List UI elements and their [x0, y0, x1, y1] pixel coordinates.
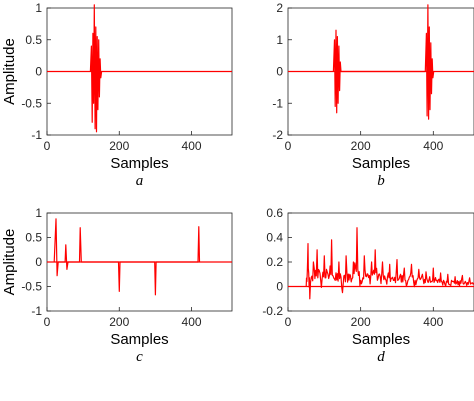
y-tick-label: -0.5 [21, 96, 42, 110]
y-tick-label: 0 [276, 280, 283, 294]
y-axis-label: Amplitude [1, 229, 18, 296]
y-tick-label: -2 [272, 128, 283, 142]
y-tick-label: 1 [276, 33, 283, 47]
panel-caption: a [136, 173, 144, 189]
panel-caption: c [136, 349, 143, 365]
x-tick-label: 0 [44, 315, 51, 329]
x-axis-label: Samples [110, 331, 168, 348]
y-tick-label: -1 [272, 96, 283, 110]
x-tick-label: 400 [423, 315, 443, 329]
axes-box [287, 212, 474, 312]
y-tick-label: 1 [35, 206, 42, 220]
x-axis-label: Samples [352, 331, 410, 348]
x-tick-label: 0 [285, 315, 292, 329]
y-tick-label: 0 [35, 255, 42, 269]
x-tick-label: 200 [109, 139, 129, 153]
y-tick-label: -0.2 [262, 304, 283, 318]
y-tick-label: 0 [276, 65, 283, 79]
x-tick-label: 400 [182, 139, 202, 153]
y-tick-label: 0.4 [266, 231, 283, 245]
x-tick-label: 200 [351, 139, 371, 153]
x-tick-label: 0 [285, 139, 292, 153]
panel-caption: b [377, 173, 385, 189]
y-tick-label: 0 [35, 65, 42, 79]
x-tick-label: 0 [44, 139, 51, 153]
y-tick-label: 1 [35, 1, 42, 15]
y-tick-label: -1 [31, 304, 42, 318]
y-tick-label: 2 [276, 1, 283, 15]
y-tick-label: 0.5 [25, 33, 42, 47]
x-tick-label: 400 [182, 315, 202, 329]
series-line [53, 218, 201, 296]
series-line [89, 4, 103, 133]
series-line [305, 227, 474, 300]
x-tick-label: 200 [351, 315, 371, 329]
x-tick-label: 400 [423, 139, 443, 153]
y-tick-label: 0.2 [266, 255, 283, 269]
panel-caption: d [377, 349, 385, 365]
x-tick-label: 200 [109, 315, 129, 329]
x-axis-label: Samples [352, 155, 410, 172]
y-tick-label: -1 [31, 128, 42, 142]
y-tick-label: 0.5 [25, 231, 42, 245]
y-tick-label: 0.6 [266, 206, 283, 220]
x-axis-label: Samples [110, 155, 168, 172]
y-tick-label: -0.5 [21, 280, 42, 294]
series-line [332, 4, 435, 120]
y-axis-label: Amplitude [1, 38, 18, 105]
